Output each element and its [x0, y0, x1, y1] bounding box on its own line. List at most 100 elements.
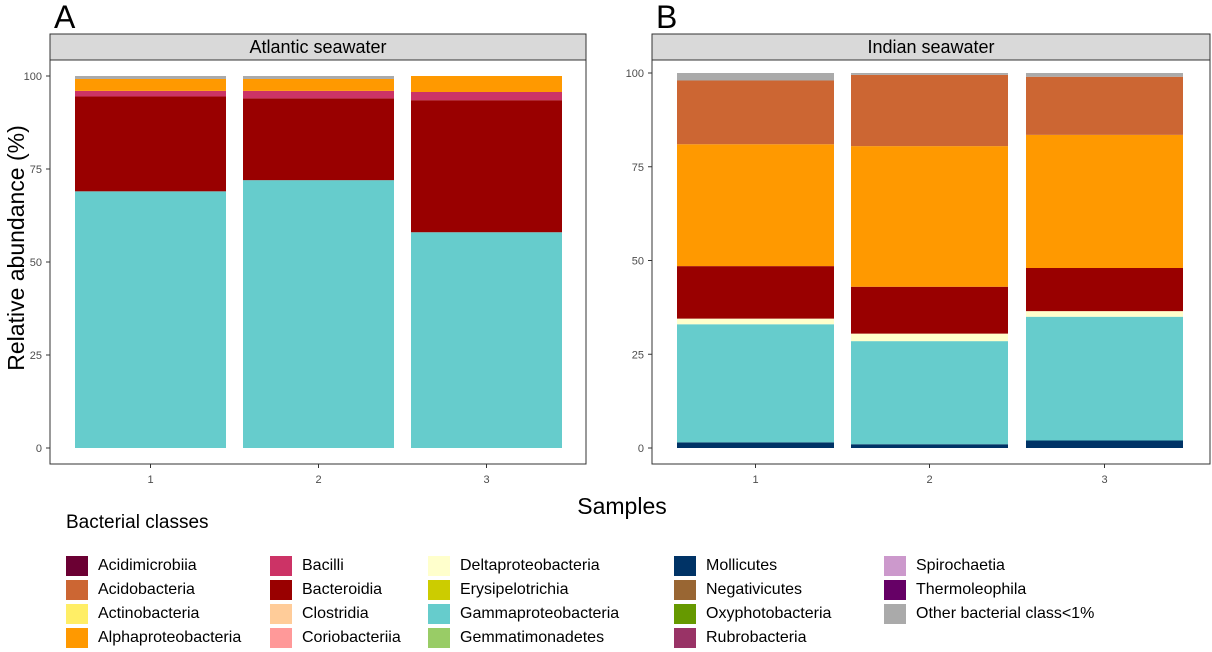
legend-swatch	[428, 580, 450, 600]
legend-swatch	[884, 556, 906, 576]
bar-segment-other-bacterial-class-1-	[1026, 73, 1183, 77]
legend-label: Bacilli	[302, 557, 344, 574]
legend-label: Acidimicrobiia	[98, 557, 197, 574]
y-tick-label: 25	[30, 350, 42, 362]
y-tick-label: 75	[632, 162, 644, 174]
legend-swatch	[428, 628, 450, 648]
legend-label: Coriobacteriia	[302, 629, 401, 646]
legend-item: Erysipelotrichia	[428, 578, 619, 602]
legend-item: Deltaproteobacteria	[428, 554, 619, 578]
legend-label: Rubrobacteria	[706, 629, 807, 646]
bar-segment-other-bacterial-class-1-	[243, 76, 394, 79]
legend-item: Gemmatimonadetes	[428, 626, 619, 650]
y-tick-label: 0	[638, 443, 644, 455]
legend-swatch	[66, 628, 88, 648]
bar-segment-bacteroidia	[411, 100, 562, 233]
legend-swatch	[884, 580, 906, 600]
legend-item: Thermoleophila	[884, 578, 1094, 602]
legend-label: Other bacterial class<1%	[916, 605, 1095, 622]
x-tick-label: 2	[315, 474, 321, 486]
stacked-bar-chart: Relative abundance (%) Samples A Atlantic…	[3, 0, 1211, 519]
bar-segment-alphaproteobacteria	[851, 146, 1008, 287]
y-tick-label: 25	[632, 349, 644, 361]
facet-strip	[49, 33, 587, 61]
legend-item: Actinobacteria	[66, 602, 241, 626]
x-tick-label: 1	[752, 474, 758, 486]
x-tick-label: 1	[147, 474, 153, 486]
legend-swatch	[270, 604, 292, 624]
legend-item: Oxyphotobacteria	[674, 602, 831, 626]
legend-label: Gemmatimonadetes	[460, 629, 605, 646]
legend-label: Clostridia	[302, 605, 369, 622]
x-axis-label: Samples	[577, 493, 666, 519]
bar-segment-other-bacterial-class-1-	[677, 73, 834, 81]
legend-column: Acidimicrobiia Acidobacteria Actinobacteri…	[66, 554, 241, 650]
bar-segment-deltaproteobacteria	[677, 318, 834, 325]
bar-segment-other-bacterial-class-1-	[75, 76, 226, 79]
legend-label: Alphaproteobacteria	[98, 629, 242, 646]
legend-item: Bacilli	[270, 554, 401, 578]
bar-segment-alphaproteobacteria	[243, 78, 394, 91]
legend-item: Clostridia	[270, 602, 401, 626]
bar-segment-acidobacteria	[851, 74, 1008, 147]
legend-item: Alphaproteobacteria	[66, 626, 241, 650]
y-tick-label: 0	[36, 443, 42, 455]
panels: A Atlantic seawater 0 25 50 75 100 1 2 3 B Indian s…	[24, 0, 1211, 486]
legend-item: Acidimicrobiia	[66, 554, 241, 578]
facet-strip	[651, 33, 1211, 61]
y-tick-label: 50	[30, 257, 42, 269]
legend-swatch	[66, 604, 88, 624]
bar-segment-gammaproteobacteria	[75, 191, 226, 448]
bar-segment-gammaproteobacteria	[243, 180, 394, 448]
legend-label: Deltaproteobacteria	[460, 557, 600, 574]
legend-item: Rubrobacteria	[674, 626, 831, 650]
y-tick-label: 100	[24, 71, 42, 83]
panel-tag: B	[656, 0, 677, 35]
bar-segment-bacteroidia	[75, 96, 226, 192]
legend-item: Acidobacteria	[66, 578, 241, 602]
legend-swatch	[674, 580, 696, 600]
bar-segment-bacteroidia	[243, 98, 394, 181]
bar-segment-alphaproteobacteria	[75, 78, 226, 91]
legend-swatch	[674, 628, 696, 648]
panel-tag: A	[54, 0, 76, 35]
legend-swatch	[270, 556, 292, 576]
bar-segment-gammaproteobacteria	[1026, 316, 1183, 441]
legend-column: Spirochaetia Thermoleophila Other bacteria…	[884, 554, 1094, 626]
y-tick-label: 75	[30, 164, 42, 176]
legend-swatch	[66, 580, 88, 600]
legend-label: Mollicutes	[706, 557, 778, 574]
bar-segment-bacteroidia	[1026, 268, 1183, 312]
legend-swatch	[428, 556, 450, 576]
panel-2: B Indian seawater 0 25 50 75 100 1 2 3	[626, 0, 1211, 486]
panel-1: A Atlantic seawater 0 25 50 75 100 1 2 3	[24, 0, 587, 486]
legend-swatch	[884, 604, 906, 624]
y-tick-label: 100	[626, 68, 644, 80]
bar-segment-gammaproteobacteria	[411, 232, 562, 448]
facet-title: Indian seawater	[867, 37, 994, 57]
bar-segment-mollicutes	[1026, 440, 1183, 448]
legend-label: Erysipelotrichia	[460, 581, 569, 598]
bar-segment-other-bacterial-class-1-	[851, 73, 1008, 75]
legend-swatch	[270, 628, 292, 648]
legend-label: Gammaproteobacteria	[460, 605, 620, 622]
legend-item: Coriobacteriia	[270, 626, 401, 650]
legend-column: Mollicutes Negativicutes Oxyphotobacteria R…	[674, 554, 831, 650]
bar-segment-gammaproteobacteria	[851, 341, 1008, 445]
bar-segment-alphaproteobacteria	[1026, 134, 1183, 268]
legend-column: Bacilli Bacteroidia Clostridia Coriobacteri…	[270, 554, 401, 650]
y-axis-label: Relative abundance (%)	[3, 125, 29, 370]
legend-swatch	[428, 604, 450, 624]
x-tick-label: 3	[483, 474, 489, 486]
bar-segment-bacteroidia	[677, 266, 834, 319]
x-tick-label: 3	[1101, 474, 1107, 486]
legend-item: Bacteroidia	[270, 578, 401, 602]
bar-segment-deltaproteobacteria	[1026, 311, 1183, 317]
bar-segment-bacilli	[411, 91, 562, 101]
bar-segment-acidobacteria	[1026, 76, 1183, 135]
legend-swatch	[270, 580, 292, 600]
bar-segment-acidobacteria	[677, 80, 834, 145]
bar-segment-gammaproteobacteria	[677, 324, 834, 443]
legend-title: Bacterial classes	[66, 512, 209, 533]
facet-title: Atlantic seawater	[249, 37, 386, 57]
